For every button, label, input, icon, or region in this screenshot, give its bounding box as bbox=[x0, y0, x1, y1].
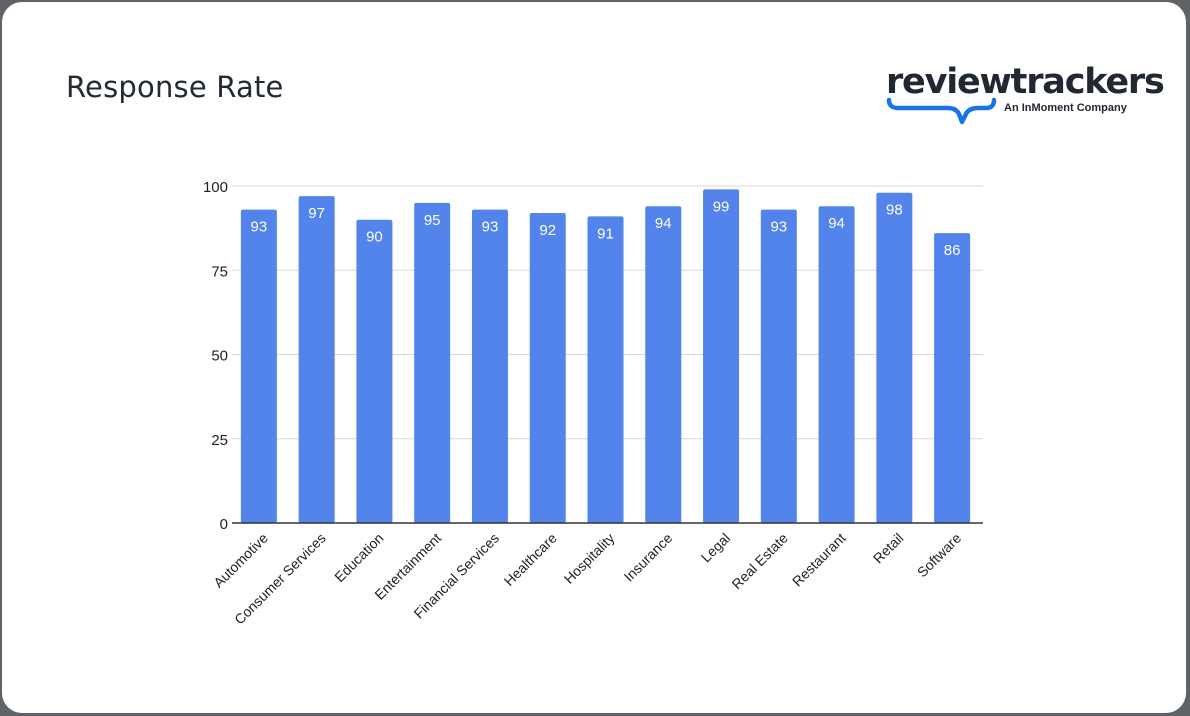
bar-value-label: 92 bbox=[539, 222, 556, 239]
bar bbox=[876, 192, 913, 524]
y-tick-label: 0 bbox=[220, 516, 228, 533]
bar bbox=[471, 209, 508, 523]
bar-value-label: 98 bbox=[886, 202, 903, 219]
bar bbox=[414, 202, 451, 523]
logo-wordmark: reviewtrackers bbox=[886, 62, 1165, 102]
bar bbox=[356, 219, 393, 523]
bar bbox=[818, 206, 855, 523]
bar-value-label: 97 bbox=[308, 205, 325, 222]
bar bbox=[703, 189, 740, 523]
bar-value-label: 95 bbox=[424, 212, 441, 229]
x-category-label: Retail bbox=[870, 530, 907, 567]
speech-bubble-icon bbox=[886, 97, 997, 125]
bar-value-label: 93 bbox=[770, 219, 787, 236]
bar-value-label: 94 bbox=[828, 215, 845, 232]
bar-value-label: 99 bbox=[713, 198, 730, 215]
bar-value-label: 93 bbox=[482, 219, 499, 236]
x-category-label: Real Estate bbox=[728, 530, 791, 593]
bar-value-label: 91 bbox=[597, 225, 614, 242]
bar bbox=[240, 209, 277, 523]
bar bbox=[529, 212, 566, 523]
y-tick-label: 50 bbox=[211, 348, 228, 365]
x-category-label: Legal bbox=[698, 530, 734, 566]
bar bbox=[645, 206, 682, 523]
bar bbox=[934, 233, 971, 523]
bar-value-label: 93 bbox=[251, 219, 268, 236]
page-title: Response Rate bbox=[66, 70, 284, 104]
x-category-label: Hospitality bbox=[561, 530, 618, 587]
x-category-label: Healthcare bbox=[501, 530, 560, 589]
bar bbox=[298, 196, 335, 524]
reviewtrackers-logo: reviewtrackers An InMoment Company bbox=[886, 62, 1165, 132]
y-tick-label: 25 bbox=[211, 432, 228, 449]
x-category-label: Software bbox=[914, 530, 965, 581]
x-category-label: Education bbox=[331, 530, 386, 585]
y-tick-label: 100 bbox=[203, 179, 228, 196]
x-category-label: Restaurant bbox=[789, 530, 849, 590]
logo-tagline: An InMoment Company bbox=[1004, 102, 1127, 114]
x-category-label: Insurance bbox=[621, 530, 676, 585]
bar-value-label: 94 bbox=[655, 215, 672, 232]
bar-value-label: 90 bbox=[366, 229, 383, 246]
bar bbox=[587, 216, 624, 523]
bar-value-label: 86 bbox=[944, 242, 961, 259]
x-category-label: Automotive bbox=[210, 530, 271, 591]
y-tick-label: 75 bbox=[211, 263, 228, 280]
bar bbox=[760, 209, 797, 523]
